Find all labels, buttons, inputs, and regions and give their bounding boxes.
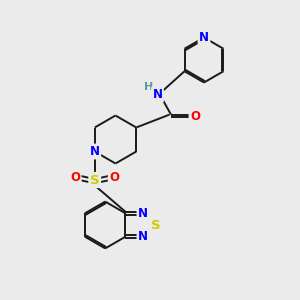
Text: N: N: [199, 31, 209, 44]
Text: N: N: [138, 230, 148, 243]
Text: O: O: [190, 110, 200, 124]
Text: O: O: [70, 171, 80, 184]
Text: N: N: [90, 145, 100, 158]
Text: H: H: [145, 82, 154, 92]
Text: S: S: [90, 173, 100, 187]
Text: N: N: [152, 88, 163, 101]
Text: N: N: [138, 207, 148, 220]
Text: O: O: [109, 171, 119, 184]
Text: S: S: [151, 218, 160, 232]
